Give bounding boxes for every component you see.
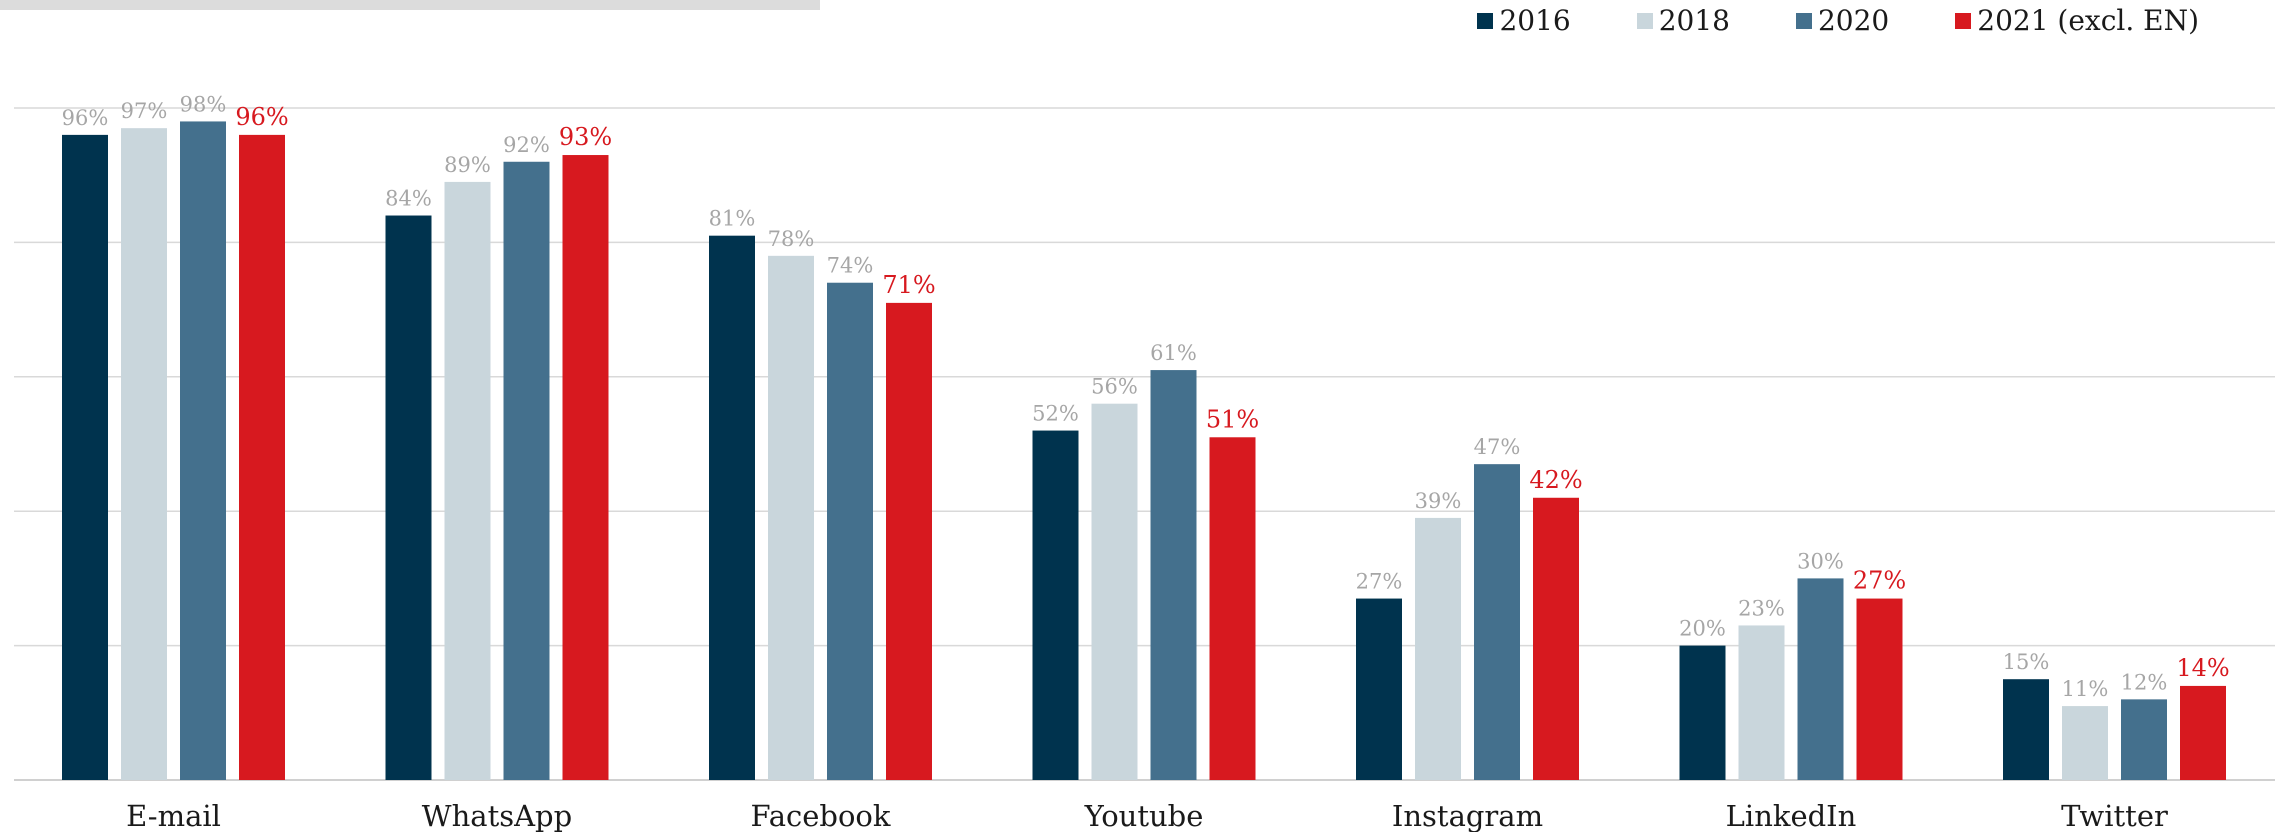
bar	[886, 302, 932, 780]
bar	[2062, 706, 2108, 780]
data-label: 96%	[235, 103, 288, 131]
data-label: 11%	[2062, 677, 2109, 701]
category-label: Twitter	[2061, 799, 2168, 832]
bar	[2121, 699, 2167, 780]
bar	[1533, 497, 1579, 780]
bar	[1856, 598, 1903, 780]
top-strip	[0, 0, 820, 10]
legend-item-2021: 2021 (excl. EN)	[1955, 4, 2199, 37]
legend-label-2020: 2020	[1817, 4, 1890, 37]
legend-swatch-2016	[1477, 12, 1494, 29]
bar	[503, 161, 550, 780]
legend-item-2016: 2016	[1477, 4, 1571, 37]
data-label: 84%	[385, 187, 432, 211]
bar	[444, 181, 491, 781]
data-label: 20%	[1679, 617, 1726, 641]
bar	[2003, 679, 2049, 780]
legend-item-2020: 2020	[1795, 4, 1890, 37]
legend-swatch-2021	[1955, 12, 1972, 29]
bar	[62, 134, 108, 780]
bar	[1091, 403, 1138, 780]
bar	[1679, 645, 1726, 780]
legend: 2016 2018 2020 2021 (excl. EN)	[1477, 4, 2199, 37]
category-label: Instagram	[1392, 799, 1543, 832]
data-label: 27%	[1853, 567, 1906, 595]
data-label: 23%	[1738, 596, 1785, 620]
data-label: 89%	[444, 153, 491, 177]
data-label: 92%	[503, 133, 550, 157]
data-label: 74%	[827, 254, 874, 278]
data-label: 52%	[1032, 402, 1079, 426]
legend-swatch-2018	[1636, 12, 1653, 29]
data-label: 47%	[1474, 435, 1521, 459]
category-label: LinkedIn	[1726, 799, 1857, 832]
data-label: 27%	[1356, 570, 1403, 594]
data-label: 51%	[1206, 405, 1259, 433]
data-label: 78%	[768, 227, 815, 251]
data-label: 98%	[180, 92, 227, 116]
bar	[1797, 578, 1844, 780]
bar	[239, 134, 285, 780]
bar	[1474, 464, 1520, 780]
category-label: E-mail	[126, 799, 221, 832]
data-label: 14%	[2176, 654, 2229, 682]
category-label: Facebook	[751, 799, 891, 832]
category-label: Youtube	[1084, 799, 1204, 832]
legend-item-2018: 2018	[1636, 4, 1730, 37]
data-label: 42%	[1529, 466, 1582, 494]
data-label: 71%	[882, 271, 935, 299]
bar	[562, 155, 609, 781]
bar	[1209, 437, 1256, 780]
bar	[121, 128, 167, 780]
legend-swatch-2020	[1795, 12, 1812, 29]
bar	[1415, 517, 1461, 780]
data-label: 12%	[2121, 670, 2168, 694]
legend-label-2021: 2021 (excl. EN)	[1977, 4, 2199, 37]
legend-label-2016: 2016	[1499, 4, 1571, 37]
bar	[1150, 370, 1197, 780]
bar	[385, 215, 432, 780]
bar	[1356, 598, 1402, 780]
bar	[1738, 625, 1785, 780]
data-label: 56%	[1091, 375, 1138, 399]
data-label: 15%	[2003, 650, 2050, 674]
bar	[180, 121, 226, 780]
data-label: 61%	[1150, 341, 1197, 365]
data-label: 93%	[559, 123, 612, 151]
data-label: 81%	[709, 207, 756, 231]
legend-label-2018: 2018	[1658, 4, 1730, 37]
bar	[2180, 685, 2226, 780]
bar	[709, 235, 755, 780]
data-label: 30%	[1797, 549, 1844, 573]
data-label: 96%	[62, 106, 109, 130]
data-label: 97%	[121, 99, 168, 123]
data-label: 39%	[1415, 489, 1462, 513]
bar	[1032, 430, 1079, 780]
category-label: WhatsApp	[422, 799, 572, 832]
bar	[768, 255, 814, 781]
bar	[827, 282, 873, 780]
